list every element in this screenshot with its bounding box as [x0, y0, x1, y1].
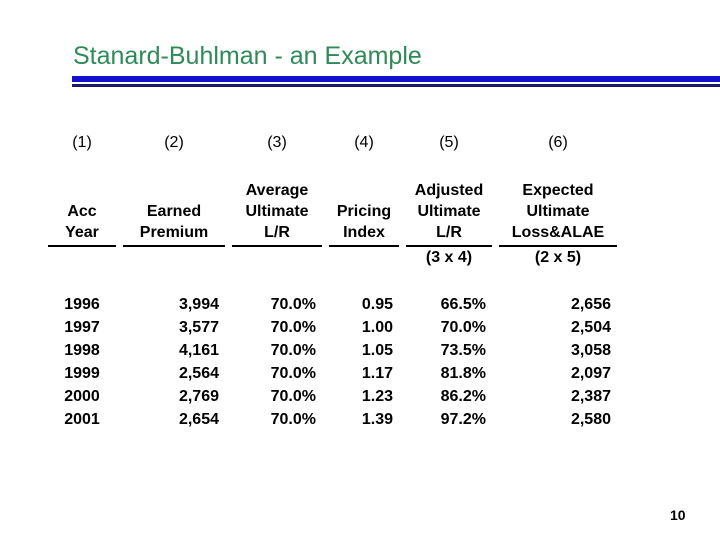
header-line: Ultimate [526, 203, 590, 220]
expected-ultimate-loss-cell: 2,097 [570, 365, 611, 382]
spacer-row [48, 156, 617, 180]
acc-year-cell: 1999 [64, 365, 100, 382]
page-number: 10 [670, 507, 686, 523]
column-number-label: (4) [354, 134, 374, 151]
formula-row: (3 x 4) (2 x 5) [48, 247, 617, 269]
header-line: L/R [264, 224, 290, 241]
column-number-row: (1) (2) (3) (4) (5) (6) [48, 130, 617, 156]
title-rule-blue-line [72, 76, 720, 82]
expected-ultimate-loss-cell: 3,058 [570, 342, 611, 359]
table-row-1999: 1999 2,564 70.0% 1.17 81.8% 2,097 [48, 362, 617, 385]
column-header-expected-ultimate-loss-alae: Expected Ultimate Loss&ALAE [499, 180, 617, 247]
pricing-index-cell: 1.39 [361, 411, 393, 428]
table-row-1998: 1998 4,161 70.0% 1.05 73.5% 3,058 [48, 339, 617, 362]
table-row-2001: 2001 2,654 70.0% 1.39 97.2% 2,580 [48, 408, 617, 431]
header-line: Adjusted [414, 182, 484, 199]
header-line: Average [245, 182, 309, 199]
acc-year-cell: 2001 [64, 411, 100, 428]
column-header-acc-year: Acc Year [48, 180, 116, 247]
earned-premium-cell: 2,564 [178, 365, 219, 382]
average-ultimate-lr-cell: 70.0% [270, 411, 316, 428]
acc-year-cell: 2000 [64, 388, 100, 405]
pricing-index-cell: 1.17 [361, 365, 393, 382]
table-row-2000: 2000 2,769 70.0% 1.23 86.2% 2,387 [48, 385, 617, 408]
spacer [48, 269, 617, 293]
header-line: Loss&ALAE [511, 224, 605, 241]
header-line: Expected [522, 182, 594, 199]
expected-ultimate-loss-cell: 2,656 [570, 296, 611, 313]
average-ultimate-lr-cell: 70.0% [270, 365, 316, 382]
column-header-pricing-index: Pricing Index [329, 180, 399, 247]
expected-ultimate-loss-cell: 2,580 [570, 411, 611, 428]
pricing-index-cell: 0.95 [361, 296, 393, 313]
earned-premium-cell: 2,769 [178, 388, 219, 405]
pricing-index-cell: 1.00 [361, 319, 393, 336]
header-line: Ultimate [245, 203, 309, 220]
earned-premium-cell: 3,577 [178, 319, 219, 336]
formula-cell-expected: (2 x 5) [534, 249, 582, 266]
acc-year-cell: 1996 [64, 296, 100, 313]
spacer-row [48, 269, 617, 293]
slide-title: Stanard-Buhlman - an Example [73, 42, 422, 70]
title-rule-gap [72, 82, 720, 84]
column-number-label: (6) [548, 134, 568, 151]
formula-cell [329, 247, 399, 269]
average-ultimate-lr-cell: 70.0% [270, 319, 316, 336]
title-rule-navy-line [72, 84, 720, 87]
header-line: Index [343, 224, 385, 241]
header-line: Premium [139, 224, 209, 241]
title-underline-rule [72, 76, 720, 87]
table-row-1996: 1996 3,994 70.0% 0.95 66.5% 2,656 [48, 293, 617, 316]
column-number-label: (1) [72, 134, 92, 151]
adjusted-ultimate-lr-cell: 97.2% [440, 411, 486, 428]
adjusted-ultimate-lr-cell: 70.0% [440, 319, 486, 336]
column-header-average-ultimate-lr: Average Ultimate L/R [232, 180, 322, 247]
formula-cell-adjusted: (3 x 4) [425, 249, 473, 266]
average-ultimate-lr-cell: 70.0% [270, 296, 316, 313]
acc-year-cell: 1998 [64, 342, 100, 359]
adjusted-ultimate-lr-cell: 66.5% [440, 296, 486, 313]
column-header-earned-premium: Earned Premium [123, 180, 225, 247]
spacer [48, 156, 617, 180]
column-number-label: (3) [267, 134, 287, 151]
adjusted-ultimate-lr-cell: 73.5% [440, 342, 486, 359]
header-line: Year [65, 224, 99, 241]
average-ultimate-lr-cell: 70.0% [270, 388, 316, 405]
acc-year-cell: 1997 [64, 319, 100, 336]
header-line: L/R [436, 224, 462, 241]
column-number-label: (5) [439, 134, 459, 151]
average-ultimate-lr-cell: 70.0% [270, 342, 316, 359]
adjusted-ultimate-lr-cell: 81.8% [440, 365, 486, 382]
adjusted-ultimate-lr-cell: 86.2% [440, 388, 486, 405]
earned-premium-cell: 3,994 [178, 296, 219, 313]
header-line: Ultimate [417, 203, 481, 220]
formula-cell [123, 247, 225, 269]
expected-ultimate-loss-cell: 2,387 [570, 388, 611, 405]
formula-cell [48, 247, 116, 269]
loss-ratio-table: (1) (2) (3) (4) (5) (6) Acc Year Earned … [41, 130, 624, 431]
pricing-index-cell: 1.23 [361, 388, 393, 405]
formula-cell [232, 247, 322, 269]
header-line: Acc [67, 203, 97, 220]
table-header-row: Acc Year Earned Premium Average Ultimate… [48, 180, 617, 247]
pricing-index-cell: 1.05 [361, 342, 393, 359]
column-header-adjusted-ultimate-lr: Adjusted Ultimate L/R [406, 180, 492, 247]
expected-ultimate-loss-cell: 2,504 [570, 319, 611, 336]
column-number-label: (2) [164, 134, 184, 151]
table-row-1997: 1997 3,577 70.0% 1.00 70.0% 2,504 [48, 316, 617, 339]
header-line: Pricing [336, 203, 392, 220]
earned-premium-cell: 4,161 [178, 342, 219, 359]
earned-premium-cell: 2,654 [178, 411, 219, 428]
header-line: Earned [146, 203, 202, 220]
